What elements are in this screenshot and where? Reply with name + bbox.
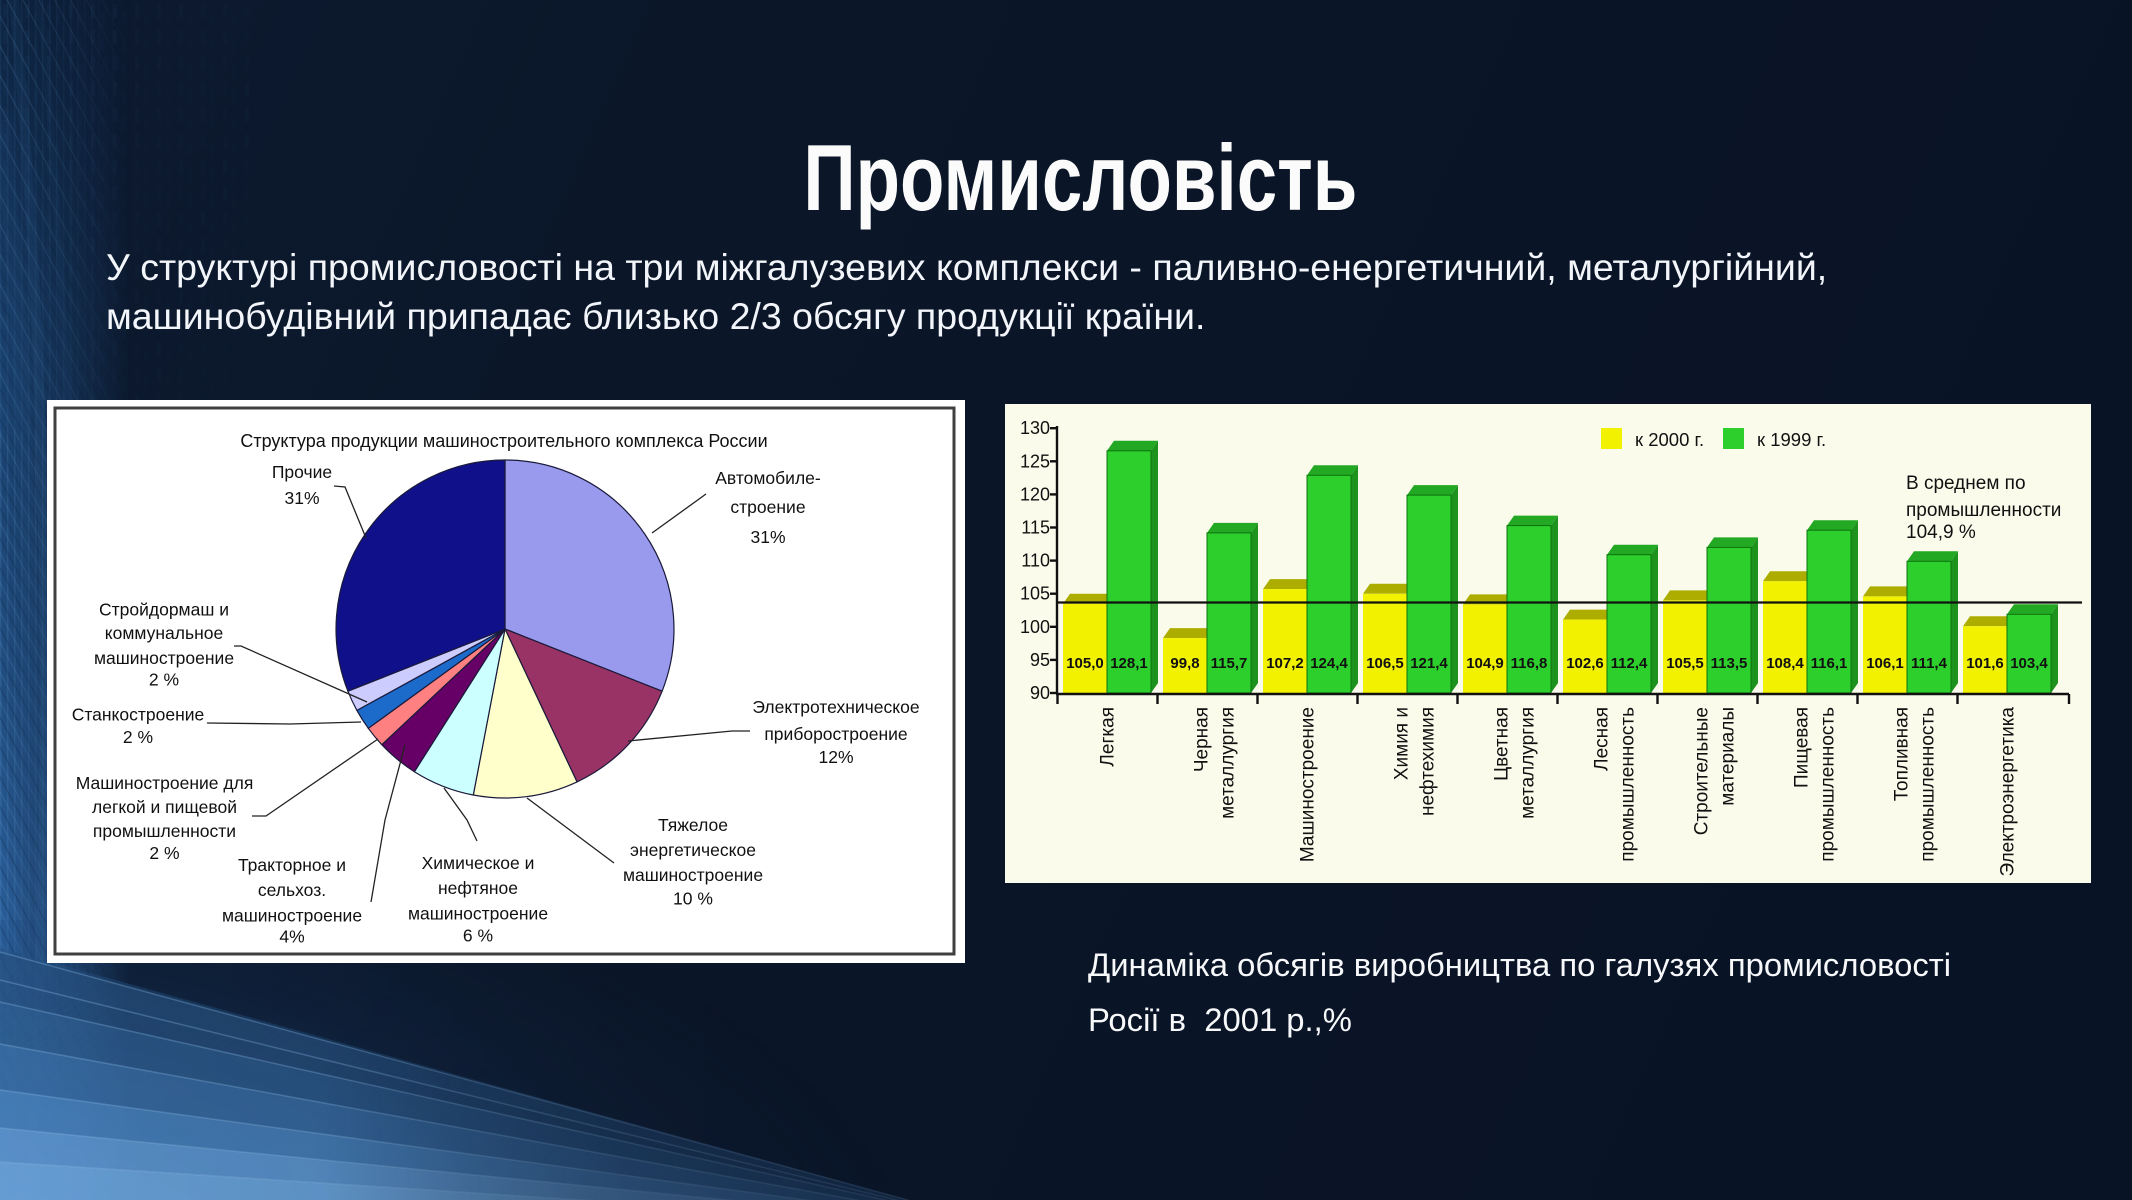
svg-text:105: 105 <box>1020 584 1050 604</box>
svg-text:приборостроение: приборостроение <box>764 724 907 744</box>
svg-text:строение: строение <box>730 497 805 517</box>
svg-text:100: 100 <box>1020 617 1050 637</box>
svg-text:металлургия: металлургия <box>1218 707 1239 819</box>
svg-text:31%: 31% <box>284 488 319 508</box>
svg-text:104,9: 104,9 <box>1466 655 1504 672</box>
svg-text:31%: 31% <box>750 527 785 547</box>
svg-text:Химия и: Химия и <box>1392 707 1413 780</box>
svg-text:Тракторное и: Тракторное и <box>238 855 346 875</box>
svg-text:2 %: 2 % <box>149 670 179 690</box>
svg-text:сельхоз.: сельхоз. <box>258 880 326 900</box>
svg-text:Тяжелое: Тяжелое <box>658 815 728 835</box>
svg-text:95: 95 <box>1030 650 1050 670</box>
svg-text:108,4: 108,4 <box>1766 655 1804 672</box>
svg-text:нефтехимия: нефтехимия <box>1418 707 1439 816</box>
svg-text:12%: 12% <box>818 747 853 767</box>
svg-text:115,7: 115,7 <box>1211 655 1248 672</box>
svg-text:Стройдормаш и: Стройдормаш и <box>99 600 229 620</box>
svg-text:111,4: 111,4 <box>1911 655 1948 672</box>
svg-text:коммунальное: коммунальное <box>105 623 223 643</box>
svg-text:101,6: 101,6 <box>1966 655 2004 672</box>
svg-text:Цветная: Цветная <box>1492 707 1513 781</box>
svg-text:металлургия: металлургия <box>1518 707 1539 819</box>
svg-text:промышленность: промышленность <box>1618 707 1639 862</box>
svg-text:машиностроение: машиностроение <box>222 906 362 926</box>
svg-text:Автомобиле-: Автомобиле- <box>715 468 821 488</box>
svg-text:Пищевая: Пищевая <box>1792 707 1813 788</box>
svg-text:110: 110 <box>1021 551 1050 571</box>
svg-text:машиностроение: машиностроение <box>623 865 763 885</box>
svg-text:к 2000 г.: к 2000 г. <box>1635 429 1704 450</box>
svg-text:90: 90 <box>1030 683 1050 703</box>
svg-text:Химическое и: Химическое и <box>422 853 535 873</box>
svg-text:106,5: 106,5 <box>1366 655 1404 672</box>
svg-text:6 %: 6 % <box>463 926 493 946</box>
svg-text:легкой и пищевой: легкой и пищевой <box>92 797 237 817</box>
svg-text:Машиностроение для: Машиностроение для <box>76 773 254 793</box>
svg-text:Структура продукции машиностро: Структура продукции машиностроительного … <box>240 431 767 451</box>
svg-text:В среднем по: В среднем по <box>1906 473 2026 494</box>
svg-text:Электроэнергетика: Электроэнергетика <box>1998 707 2019 877</box>
svg-text:121,4: 121,4 <box>1410 655 1448 672</box>
svg-text:2 %: 2 % <box>149 843 179 863</box>
svg-text:115: 115 <box>1021 518 1050 538</box>
svg-text:Легкая: Легкая <box>1098 707 1119 767</box>
svg-text:Топливная: Топливная <box>1892 707 1913 801</box>
svg-text:116,1: 116,1 <box>1811 655 1848 672</box>
svg-text:2 %: 2 % <box>123 727 153 747</box>
svg-text:112,4: 112,4 <box>1611 655 1648 672</box>
svg-text:128,1: 128,1 <box>1110 655 1148 672</box>
svg-text:Прочие: Прочие <box>272 462 332 482</box>
svg-text:промышленность: промышленность <box>1818 707 1839 862</box>
svg-text:99,8: 99,8 <box>1170 655 1199 672</box>
svg-text:энергетическое: энергетическое <box>630 840 756 860</box>
svg-text:10 %: 10 % <box>673 889 713 909</box>
svg-text:104,9 %: 104,9 % <box>1906 522 1976 543</box>
svg-text:102,6: 102,6 <box>1566 655 1604 672</box>
svg-text:Лесная: Лесная <box>1592 707 1613 771</box>
svg-text:113,5: 113,5 <box>1711 655 1748 672</box>
svg-text:промышленности: промышленности <box>93 821 236 841</box>
svg-text:124,4: 124,4 <box>1310 655 1348 672</box>
svg-text:120: 120 <box>1020 484 1050 504</box>
svg-text:Машиностроение: Машиностроение <box>1298 707 1319 862</box>
svg-text:107,2: 107,2 <box>1266 655 1304 672</box>
svg-text:116,8: 116,8 <box>1511 655 1548 672</box>
svg-text:Черная: Черная <box>1192 707 1213 772</box>
svg-text:125: 125 <box>1020 451 1050 471</box>
svg-text:Строительные: Строительные <box>1692 707 1713 835</box>
svg-text:105,5: 105,5 <box>1666 655 1704 672</box>
svg-text:нефтяное: нефтяное <box>438 878 518 898</box>
svg-text:Электротехническое: Электротехническое <box>752 697 919 717</box>
svg-text:к 1999 г.: к 1999 г. <box>1757 429 1826 450</box>
svg-text:машиностроение: машиностроение <box>94 648 234 668</box>
svg-text:промышленности: промышленности <box>1906 500 2061 521</box>
svg-text:машиностроение: машиностроение <box>408 904 548 924</box>
svg-text:4%: 4% <box>279 927 304 947</box>
svg-text:Станкостроение: Станкостроение <box>72 705 205 725</box>
svg-text:промышленность: промышленность <box>1918 707 1939 862</box>
svg-text:130: 130 <box>1020 418 1050 438</box>
svg-text:материалы: материалы <box>1718 707 1739 806</box>
svg-text:106,1: 106,1 <box>1866 655 1904 672</box>
svg-text:103,4: 103,4 <box>2010 655 2048 672</box>
svg-text:105,0: 105,0 <box>1066 655 1104 672</box>
